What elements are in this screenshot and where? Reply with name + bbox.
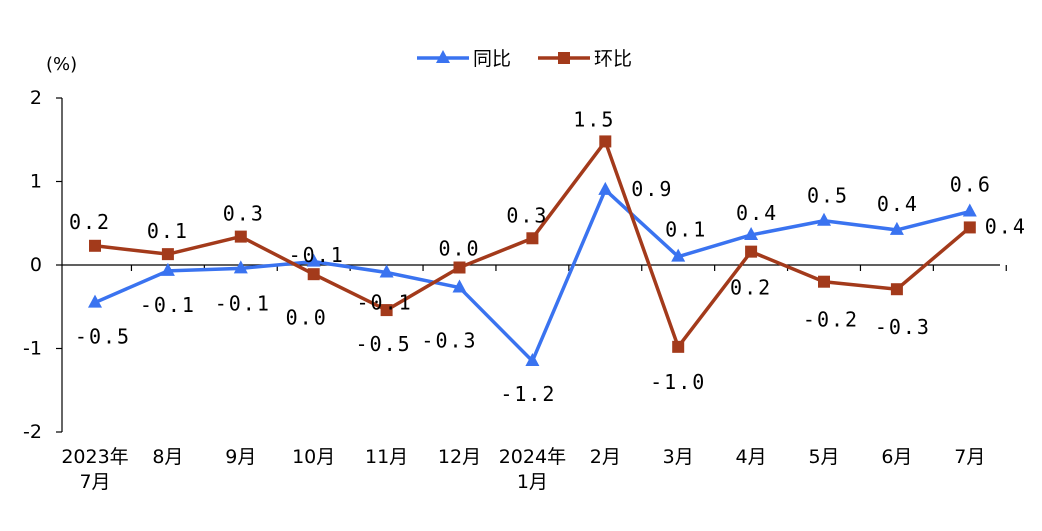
data-label: -0.1 xyxy=(140,293,196,317)
data-label: 0.5 xyxy=(807,184,849,208)
data-label: -0.2 xyxy=(803,308,859,332)
data-label: 0.2 xyxy=(69,210,111,234)
data-label: 0.1 xyxy=(147,219,189,243)
y-tick-label: -2 xyxy=(23,421,42,443)
y-tick-label: 0 xyxy=(30,254,42,276)
data-label: 0.9 xyxy=(631,177,673,201)
series-point-square xyxy=(453,261,466,274)
series-point-square xyxy=(672,340,685,353)
data-label: 0.4 xyxy=(877,192,919,216)
data-label: 0.3 xyxy=(506,203,548,227)
x-tick-label: 7月 xyxy=(954,446,985,468)
series-point-square xyxy=(307,268,320,281)
legend-marker-square xyxy=(558,52,570,64)
y-tick-label: 2 xyxy=(30,87,42,109)
series-point-triangle xyxy=(525,353,540,367)
series-point-triangle xyxy=(671,248,686,262)
y-axis-unit-label: (%) xyxy=(46,54,77,75)
axes: -2 -1 0 1 2 2023年 7月 8月 9月 10月 11月 12月 2024年 1月 2月 3月 4月… xyxy=(23,87,1007,493)
data-label: 1.5 xyxy=(573,107,615,131)
x-tick-label: 2024年 xyxy=(499,446,566,468)
data-label: 0.1 xyxy=(665,218,707,242)
data-label: -0.5 xyxy=(75,325,131,349)
data-label: 0.4 xyxy=(736,201,778,225)
series-point-square xyxy=(234,230,247,243)
x-tick-label: 2023年 xyxy=(61,446,128,468)
series-point-square xyxy=(161,248,174,261)
x-tick-label: 7月 xyxy=(79,471,110,493)
x-tick-label: 9月 xyxy=(225,446,256,468)
series-point-triangle xyxy=(889,221,904,235)
x-tick-label: 5月 xyxy=(808,446,839,468)
data-label: -0.3 xyxy=(875,315,931,339)
series-point-triangle xyxy=(379,264,394,278)
series-point-triangle xyxy=(817,212,831,226)
x-tick-label: 10月 xyxy=(292,446,335,468)
series-point-square xyxy=(380,304,393,317)
series-point-triangle xyxy=(452,279,467,293)
x-tick-label: 4月 xyxy=(736,446,767,468)
legend-label: 环比 xyxy=(594,48,632,70)
y-tick-label: 1 xyxy=(30,171,42,193)
series-point-square xyxy=(818,275,830,288)
series-point-triangle xyxy=(306,253,321,267)
series-point-square xyxy=(890,283,903,296)
data-label: -0.1 xyxy=(357,291,413,315)
data-label: 0.2 xyxy=(730,276,772,300)
legend-marker-triangle xyxy=(436,50,450,63)
series-point-triangle xyxy=(962,203,977,217)
data-label: -1.2 xyxy=(500,382,556,406)
data-labels: -0.5 -0.1 -0.1 0.0 -0.1 -0.3 -1.2 0.9 0.1 0.4 0.5 0… xyxy=(69,107,1027,406)
series-point-square xyxy=(526,232,539,245)
series-point-triangle xyxy=(598,181,613,195)
x-tick-label: 6月 xyxy=(881,446,912,468)
series-point-triangle xyxy=(88,294,102,308)
x-tick-label: 1月 xyxy=(517,471,548,493)
series-point-square xyxy=(963,221,976,234)
series-layer xyxy=(88,135,977,367)
data-label: -0.1 xyxy=(215,291,271,315)
series-point-square xyxy=(599,135,612,148)
y-tick-label: -1 xyxy=(23,338,42,360)
data-label: -0.1 xyxy=(289,243,345,267)
series-point-triangle xyxy=(160,262,175,276)
series-point-square xyxy=(89,239,101,252)
x-tick-label: 8月 xyxy=(152,446,183,468)
data-label: 0.0 xyxy=(438,237,480,261)
series-point-square xyxy=(745,245,758,258)
data-label: 0.0 xyxy=(286,306,328,330)
data-label: -1.0 xyxy=(650,370,706,394)
data-label: -0.3 xyxy=(421,329,477,353)
x-tick-label: 12月 xyxy=(438,446,481,468)
legend: 同比 环比 xyxy=(417,48,632,70)
legend-label: 同比 xyxy=(473,48,511,70)
x-tick-label: 11月 xyxy=(365,446,408,468)
series-point-triangle xyxy=(233,260,248,274)
data-label: 0.4 xyxy=(985,214,1027,238)
data-label: 0.3 xyxy=(223,202,265,226)
data-label: -0.5 xyxy=(356,332,412,356)
data-label: 0.6 xyxy=(950,173,992,197)
series-point-triangle xyxy=(744,226,759,240)
x-tick-label: 3月 xyxy=(663,446,694,468)
x-tick-label: 2月 xyxy=(590,446,621,468)
